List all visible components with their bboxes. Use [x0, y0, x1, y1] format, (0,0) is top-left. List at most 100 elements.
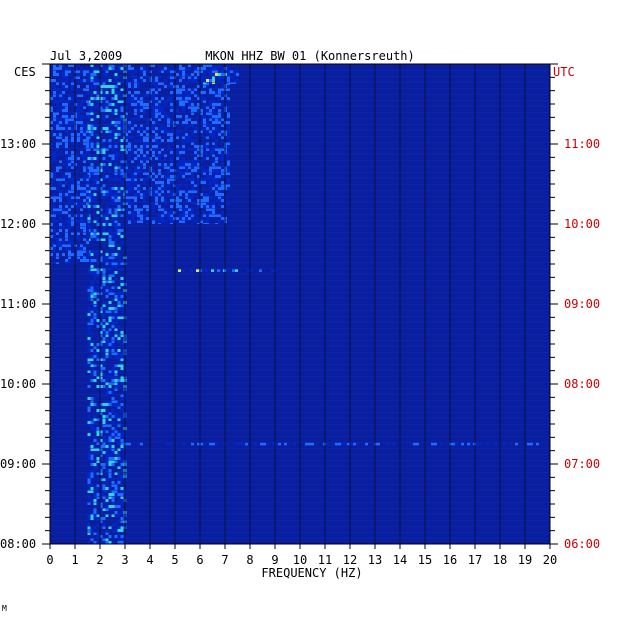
heatmap-cell-band-1 [56, 244, 59, 247]
heatmap-cell-band-0 [114, 187, 118, 190]
heatmap-cell-band-0 [114, 229, 118, 232]
heatmap-cell-band-2 [182, 166, 185, 169]
heatmap-cell-band-1 [59, 127, 62, 130]
heatmap-cell-band-2 [143, 112, 146, 115]
heatmap-cell-band-2 [179, 94, 182, 97]
heatmap-cell-band-2 [221, 193, 224, 196]
heatmap-cell-band-2 [176, 187, 179, 190]
heatmap-cell-band-2 [209, 64, 212, 67]
heatmap-cell-band-2 [134, 124, 137, 127]
heatmap-cell-band-1 [59, 208, 62, 211]
heatmap-cell-band-2 [176, 73, 179, 76]
heatmap-cell-band-0 [120, 181, 124, 184]
heatmap-cell-band-2 [212, 163, 215, 166]
heatmap-cell-band-0 [117, 151, 121, 154]
heatmap-cell-band-2 [158, 208, 161, 211]
heatmap-cell-band-1 [86, 214, 89, 217]
heatmap-cell-band-0 [120, 487, 124, 490]
x-tick-label-2: 2 [96, 553, 103, 567]
heatmap-cell-band-0 [114, 364, 118, 367]
heatmap-cell-band-1 [53, 220, 56, 223]
heatmap-cell-band-0 [99, 376, 103, 379]
heatmap-cell-band-2 [146, 91, 149, 94]
heatmap-cell-band-3 [209, 73, 212, 76]
heatmap-cell-band-1 [59, 244, 62, 247]
heatmap-cell-band-1 [62, 70, 65, 73]
heatmap-cell-band-0 [99, 256, 103, 259]
heatmap-cell-band-1 [53, 133, 56, 136]
heatmap-cell-band-0 [120, 67, 124, 70]
heatmap-cell-band-2 [125, 106, 128, 109]
heatmap-cell-band-0 [114, 514, 118, 517]
heatmap-cell-band-1 [68, 220, 71, 223]
heatmap-cell-band-0 [96, 223, 100, 226]
heatmap-cell-band-1 [83, 79, 86, 82]
heatmap-cell-band-0 [108, 400, 112, 403]
heatmap-cell-band-2 [179, 220, 182, 223]
heatmap-cell-band-0 [87, 445, 91, 448]
heatmap-cell-band-2 [164, 211, 167, 214]
heatmap-cell-band-0 [102, 325, 106, 328]
heatmap-cell-band-0 [117, 229, 121, 232]
heatmap-cell-band-2 [152, 97, 155, 100]
heatmap-cell-band-0 [87, 523, 91, 526]
heatmap-cell-band-1 [68, 118, 71, 121]
heatmap-cell-band-0 [96, 349, 100, 352]
heatmap-cell-band-1 [56, 232, 59, 235]
heatmap-cell-band-2 [188, 88, 191, 91]
heatmap-cell-band-0 [96, 457, 100, 460]
heatmap-cell-band-1 [65, 151, 68, 154]
heatmap-cell-band-0 [114, 145, 118, 148]
heatmap-cell-band-2 [146, 217, 149, 220]
heatmap-cell-band-0 [105, 190, 109, 193]
heatmap-cell-band-0 [114, 511, 118, 514]
heatmap-cell-band-2 [170, 136, 173, 139]
heatmap-cell-band-2 [191, 172, 194, 175]
heatmap-cell-band-0 [111, 145, 115, 148]
heatmap-cell-band-0 [102, 484, 106, 487]
heatmap-cell-band-2 [197, 106, 200, 109]
heatmap-cell-band-1 [83, 223, 86, 226]
heatmap-cell-band-0 [114, 109, 118, 112]
heatmap-cell-band-0 [117, 433, 121, 436]
heatmap-cell-band-1 [77, 109, 80, 112]
heatmap-cell-band-2 [143, 94, 146, 97]
heatmap-cell-band-1 [71, 232, 74, 235]
heatmap-cell-band-2 [185, 91, 188, 94]
heatmap-cell-band-0 [114, 376, 118, 379]
heatmap-cell-band-2 [191, 211, 194, 214]
heatmap-cell-band-2 [209, 211, 212, 214]
heatmap-cell-band-2 [200, 160, 203, 163]
heatmap-cell-band-1 [71, 223, 74, 226]
heatmap-cell-band-0 [117, 493, 121, 496]
heatmap-cell-band-0 [90, 196, 94, 199]
heatmap-cell-band-1 [68, 199, 71, 202]
heatmap-cell-band-5 [128, 442, 131, 446]
heatmap-cell-band-2 [191, 112, 194, 115]
heatmap-cell-band-1 [59, 181, 62, 184]
heatmap-cell-band-2 [197, 154, 200, 157]
heatmap-cell-band-2 [158, 205, 161, 208]
heatmap-cell-band-2 [137, 139, 140, 142]
heatmap-cell-band-0 [93, 316, 97, 319]
heatmap-cell-band-0 [120, 79, 124, 82]
heatmap-cell-band-0 [105, 391, 109, 394]
heatmap-cell-band-0 [114, 208, 118, 211]
heatmap-cell-band-0 [93, 73, 97, 76]
heatmap-cell-band-2 [131, 202, 134, 205]
heatmap-cell-band-0 [105, 541, 109, 544]
heatmap-cell-band-0 [111, 247, 115, 250]
heatmap-cell-band-0 [105, 139, 109, 142]
heatmap-cell-band-2 [134, 70, 137, 73]
heatmap-cell-band-2 [125, 139, 128, 142]
heatmap-cell-band-2 [197, 70, 200, 73]
heatmap-cell-band-2 [185, 88, 188, 91]
heatmap-cell-band-0 [102, 190, 106, 193]
heatmap-cell-band-0 [111, 199, 115, 202]
heatmap-cell-band-0 [93, 91, 97, 94]
heatmap-cell-band-2 [161, 163, 164, 166]
heatmap-cell-band-0 [87, 286, 91, 289]
heatmap-cell-band-5 [293, 442, 296, 446]
heatmap-cell-band-3 [206, 79, 209, 82]
